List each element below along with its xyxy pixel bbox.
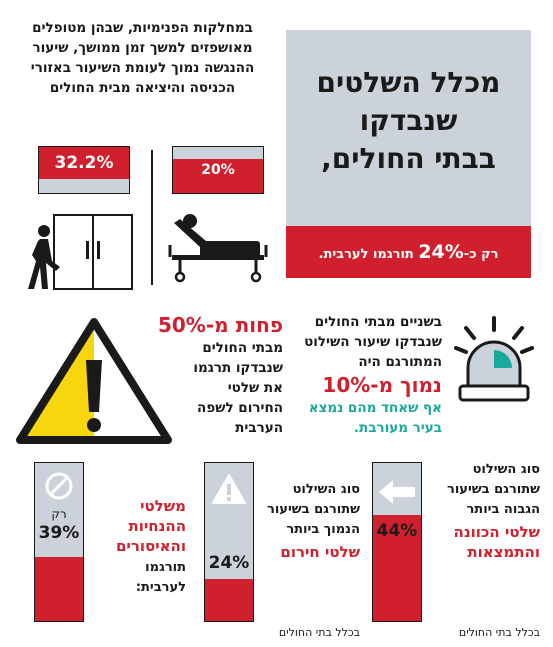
bar-emergency-caption: בכלל בתי החולים — [278, 626, 360, 639]
prohibited-icon — [45, 472, 73, 500]
siren-icon — [454, 316, 534, 402]
divider — [151, 150, 153, 285]
bar-emergency-text: סוג השילוט שתורגם בשיעור הנמוך ביותר שלט… — [267, 482, 360, 561]
title-footer: רק כ-24% תורגמו לערבית. — [286, 226, 531, 278]
bar-guidance: 44% — [372, 462, 422, 622]
bar-guidance-caption: בכלל בתי החולים — [458, 626, 540, 639]
bar-emergency-value: 24% — [208, 553, 250, 573]
warning-text: מבתי החולים שנבדקו תרגמו את שלטי החירום … — [193, 340, 283, 436]
hospital-bed-icon — [168, 214, 268, 283]
warning-icon — [212, 474, 246, 504]
bar-guidance-text: סוג השילוט שתורגם בשיעור הגבוה ביותר שלט… — [447, 462, 540, 561]
warning-block: פחות מ-50% מבתי החולים שנבדקו תרגמו את ש… — [157, 312, 283, 438]
title-box: מכלל השלטים שנבדקו בבתי החולים, רק כ-24%… — [286, 30, 531, 278]
entry-gauge: 20% — [172, 146, 264, 194]
alarm-headline: נמוך מ-10% — [322, 373, 442, 397]
arrow-left-icon — [379, 480, 415, 504]
alarm-text: בשניים מבתי החולים שנבדקו שיעור השילוט ה… — [304, 314, 442, 370]
bar-instructions-pre: רק — [51, 507, 67, 521]
bar-instructions-text: משלטי ההנחיות והאיסורים תורגמו לערבית: — [115, 497, 186, 595]
warning-triangle-icon — [16, 318, 172, 444]
bar-guidance-value: 44% — [376, 521, 418, 541]
bar-emergency: 24% — [204, 462, 254, 622]
alarm-teal-text: אף שאחד מהם נמצא בעיר מעורבת. — [308, 400, 442, 436]
intro-text: במחלקות הפנימיות, שבהן מטופלים מאושפזים … — [30, 20, 255, 96]
entry-value: 20% — [201, 162, 235, 178]
title-text: מכלל השלטים שנבדקו בבתי החולים, — [316, 66, 501, 175]
exit-value: 32.2% — [54, 153, 114, 173]
door-walker-icon — [28, 214, 133, 290]
warning-headline: פחות מ-50% — [157, 313, 283, 337]
bar-instructions-value: 39% — [38, 523, 80, 543]
alarm-block: בשניים מבתי החולים שנבדקו שיעור השילוט ה… — [292, 312, 442, 438]
bar-instructions: רק 39% — [34, 462, 84, 622]
exit-gauge: 32.2% — [38, 146, 130, 194]
